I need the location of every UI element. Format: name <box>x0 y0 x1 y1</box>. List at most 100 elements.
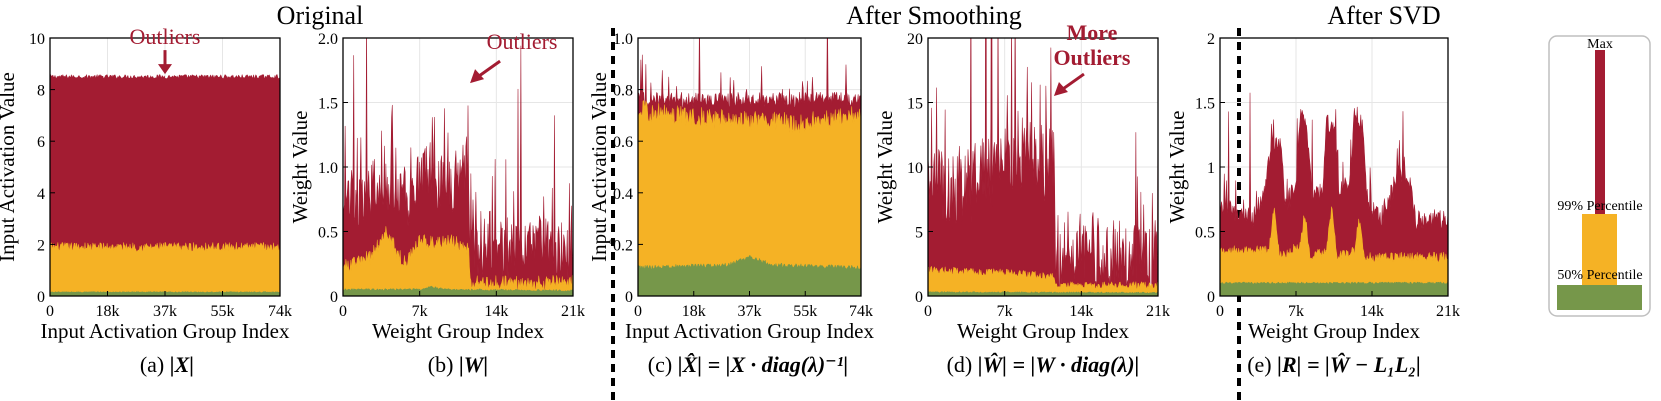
outliers-annotation: Outliers <box>470 29 557 84</box>
y-tick-label: 0 <box>1207 289 1215 306</box>
y-tick-label: 2 <box>37 237 45 254</box>
y-tick-label: 0 <box>915 289 923 306</box>
x-axis-label: Weight Group Index <box>957 319 1130 343</box>
chart-b: 0 0.5 1.0 1.5 2.0 0 7k 14k 21k Weight Group Index… <box>288 29 585 377</box>
series-area-50-percentile <box>928 291 1158 296</box>
y-tick-label: 2 <box>1207 31 1215 48</box>
x-tick-label: 7k <box>1288 303 1304 320</box>
data-series <box>928 38 1158 296</box>
caption: (b) |W| <box>428 352 488 377</box>
y-tick-label: 15 <box>907 96 923 113</box>
caption: (e) |R| = |Ŵ − L₁L₂| <box>1247 352 1421 377</box>
x-tick-label: 21k <box>561 303 585 320</box>
annotation-arrow-head <box>158 64 172 75</box>
x-axis-label: Input Activation Group Index <box>625 319 875 343</box>
caption: (d) |Ŵ| = |W · diag(λ)| <box>947 352 1140 377</box>
y-tick-label: 0 <box>37 289 45 306</box>
y-tick-label: 0 <box>330 289 338 306</box>
x-tick-label: 14k <box>1360 303 1384 320</box>
legend-swatch-p99 <box>1582 214 1617 285</box>
caption: (a) |X| <box>140 352 194 377</box>
x-tick-label: 18k <box>96 303 120 320</box>
y-tick-label: 1.5 <box>318 96 338 113</box>
annotation-arrow-head <box>470 69 485 84</box>
x-tick-label: 74k <box>849 303 873 320</box>
y-tick-label: 1.0 <box>318 160 338 177</box>
caption-formula: |X| <box>170 352 194 377</box>
y-axis-label: Input Activation Value <box>587 72 611 262</box>
x-axis-label: Weight Group Index <box>372 319 545 343</box>
x-tick-label: 37k <box>738 303 762 320</box>
y-tick-label: 0.6 <box>613 134 633 151</box>
data-series <box>1220 92 1448 296</box>
caption-formula: |X̂| = |X · diag(λ)⁻¹| <box>678 352 849 377</box>
x-tick-label: 7k <box>997 303 1013 320</box>
y-axis-label: Input Activation Value <box>0 72 19 262</box>
chart-e: 0 0.5 1 1.5 2 0 7k 14k 21k Weight Group Index Weig… <box>1165 31 1460 377</box>
x-tick-label: 14k <box>1069 303 1093 320</box>
y-tick-label: 1.5 <box>1195 96 1215 113</box>
x-axis-label: Input Activation Group Index <box>40 319 290 343</box>
y-tick-label: 20 <box>907 31 923 48</box>
x-tick-label: 0 <box>924 303 932 320</box>
annotation-text: Outliers <box>1053 45 1130 70</box>
y-tick-label: 0.5 <box>318 225 338 242</box>
legend-swatch-p50 <box>1557 285 1642 310</box>
x-tick-label: 18k <box>682 303 706 320</box>
series-area-max <box>343 38 573 296</box>
series-area-99-percentile <box>638 100 861 296</box>
data-series <box>50 74 280 296</box>
y-tick-label: 5 <box>915 225 923 242</box>
caption-prefix: (a) <box>140 352 170 377</box>
annotation-text: More <box>1066 20 1117 45</box>
series-area-50-percentile <box>343 285 573 296</box>
legend-label-max: Max <box>1587 37 1613 52</box>
data-series <box>343 38 573 296</box>
caption-formula: |W| <box>459 352 488 377</box>
x-axis-label: Weight Group Index <box>1248 319 1421 343</box>
x-tick-label: 7k <box>412 303 428 320</box>
series-area-max <box>50 74 280 296</box>
legend-label-p99: 99% Percentile <box>1557 199 1642 214</box>
series-area-99-percentile <box>928 266 1158 296</box>
x-tick-label: 21k <box>1146 303 1170 320</box>
x-tick-label: 21k <box>1436 303 1460 320</box>
section-title-after-svd: After SVD <box>1327 1 1440 30</box>
y-tick-label: 2.0 <box>318 31 338 48</box>
caption-prefix: (d) <box>947 352 978 377</box>
x-tick-label: 55k <box>793 303 817 320</box>
y-axis-label: Weight Value <box>1165 111 1189 224</box>
section-title-original: Original <box>277 1 364 30</box>
annotation-text: Outliers <box>130 24 201 49</box>
caption: (c) |X̂| = |X · diag(λ)⁻¹| <box>648 352 848 377</box>
series-area-50-percentile <box>1220 281 1448 296</box>
caption-formula: |R| = |Ŵ − L₁L₂| <box>1277 352 1421 377</box>
y-tick-label: 0 <box>625 289 633 306</box>
x-tick-label: 0 <box>634 303 642 320</box>
caption-prefix: (c) <box>648 352 678 377</box>
x-tick-label: 14k <box>484 303 508 320</box>
legend-label-p50: 50% Percentile <box>1557 268 1642 283</box>
series-area-99-percentile <box>50 242 280 296</box>
legend-swatch-max <box>1595 50 1605 214</box>
data-series <box>638 38 861 296</box>
y-tick-label: 0.8 <box>613 83 633 100</box>
series-area-99-percentile <box>343 226 573 296</box>
y-tick-label: 8 <box>37 83 45 100</box>
x-tick-label: 37k <box>153 303 177 320</box>
y-tick-label: 10 <box>907 160 923 177</box>
x-tick-label: 74k <box>268 303 292 320</box>
x-tick-label: 0 <box>1216 303 1224 320</box>
annotation-arrow-head <box>1053 82 1068 97</box>
y-tick-label: 1.0 <box>613 31 633 48</box>
chart-d: 0 5 10 15 20 0 7k 14k 21k Weight Group Index Weigh… <box>873 20 1170 377</box>
section-title-after-smoothing: After Smoothing <box>846 1 1022 30</box>
caption-prefix: (b) <box>428 352 459 377</box>
caption-formula: |Ŵ| = |W · diag(λ)| <box>978 352 1140 377</box>
x-tick-label: 55k <box>211 303 235 320</box>
